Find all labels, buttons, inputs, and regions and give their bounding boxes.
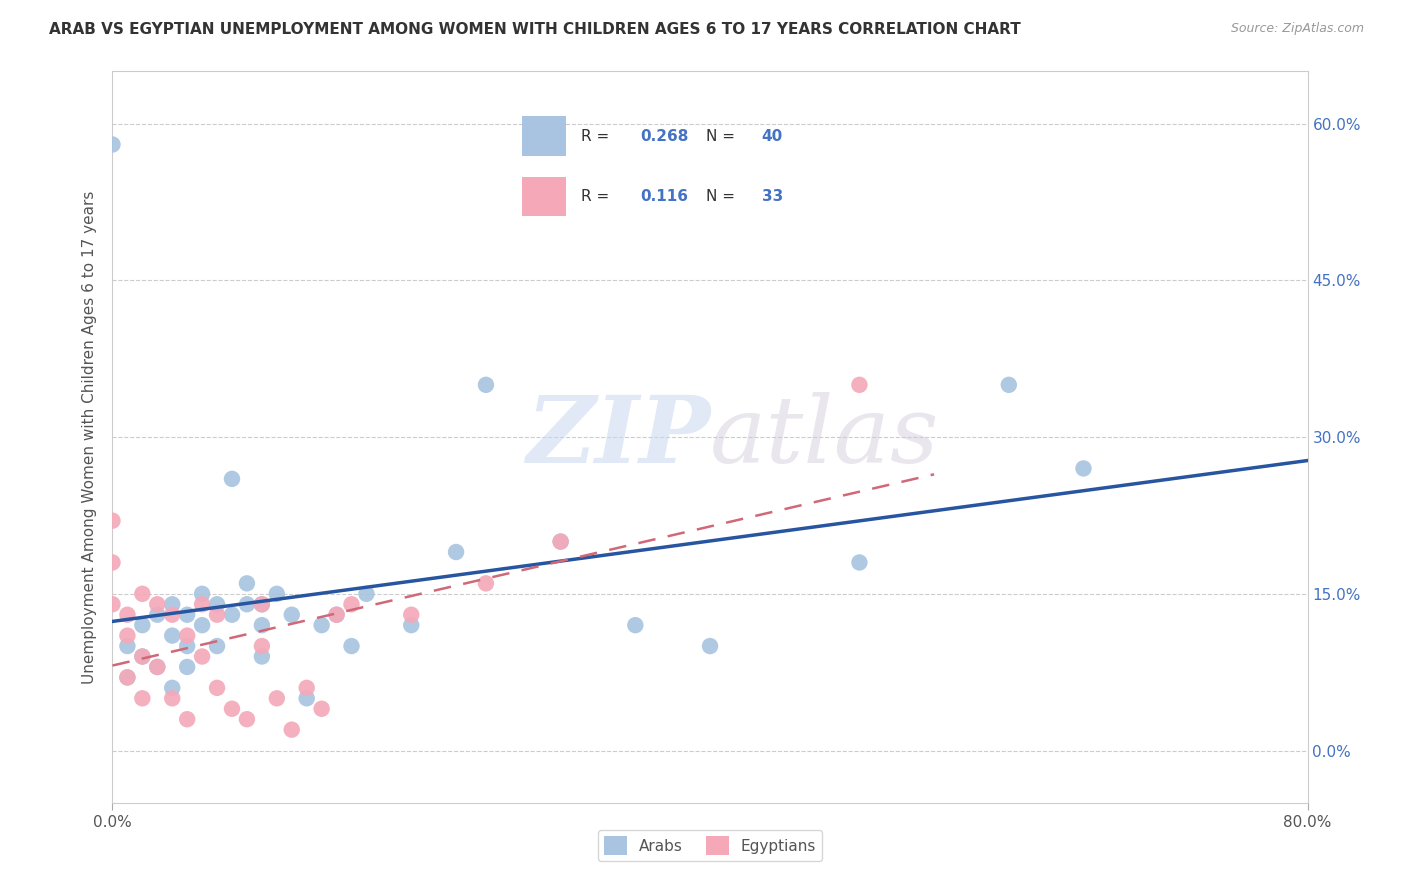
Point <box>281 607 304 622</box>
Point <box>162 681 183 695</box>
Point <box>266 691 288 706</box>
Point <box>295 681 318 695</box>
Point <box>236 712 259 726</box>
Point <box>131 587 153 601</box>
Point <box>340 639 363 653</box>
Point <box>325 607 347 622</box>
Point <box>550 534 572 549</box>
Text: ZIP: ZIP <box>526 392 710 482</box>
Point <box>624 618 647 632</box>
Point <box>550 534 572 549</box>
Point <box>221 472 243 486</box>
Point <box>162 629 183 643</box>
Point <box>162 597 183 611</box>
Text: atlas: atlas <box>710 392 939 482</box>
Point <box>191 587 214 601</box>
Point <box>250 618 273 632</box>
Point <box>176 660 198 674</box>
Point <box>146 660 169 674</box>
Point <box>117 670 139 684</box>
Point <box>176 629 198 643</box>
Point <box>117 607 139 622</box>
Point <box>205 607 228 622</box>
Point <box>998 377 1021 392</box>
Point <box>205 597 228 611</box>
Y-axis label: Unemployment Among Women with Children Ages 6 to 17 years: Unemployment Among Women with Children A… <box>82 190 97 684</box>
Point <box>401 618 423 632</box>
Point <box>250 639 273 653</box>
Point <box>401 607 423 622</box>
Point <box>146 597 169 611</box>
Point <box>101 597 124 611</box>
Point <box>250 649 273 664</box>
Point <box>162 607 183 622</box>
Point <box>699 639 721 653</box>
Point <box>101 514 124 528</box>
Point <box>117 629 139 643</box>
Point <box>325 607 347 622</box>
Point <box>191 649 214 664</box>
Point <box>117 670 139 684</box>
Point <box>101 137 124 152</box>
Point <box>236 576 259 591</box>
Point <box>295 691 318 706</box>
Point <box>281 723 304 737</box>
Point <box>117 639 139 653</box>
Point <box>162 691 183 706</box>
Point <box>131 618 153 632</box>
Point <box>250 597 273 611</box>
Point <box>176 639 198 653</box>
Point <box>146 607 169 622</box>
Point <box>176 607 198 622</box>
Point <box>475 377 498 392</box>
Point <box>131 649 153 664</box>
Legend: Arabs, Egyptians: Arabs, Egyptians <box>598 830 823 861</box>
Point <box>131 691 153 706</box>
Point <box>221 702 243 716</box>
Point <box>205 681 228 695</box>
Point <box>131 649 153 664</box>
Point <box>1073 461 1095 475</box>
Text: Source: ZipAtlas.com: Source: ZipAtlas.com <box>1230 22 1364 36</box>
Point <box>176 712 198 726</box>
Point <box>311 618 333 632</box>
Point <box>250 597 273 611</box>
Point <box>191 618 214 632</box>
Point <box>311 702 333 716</box>
Point <box>101 556 124 570</box>
Point <box>146 660 169 674</box>
Point <box>191 597 214 611</box>
Point <box>236 597 259 611</box>
Point <box>444 545 467 559</box>
Text: ARAB VS EGYPTIAN UNEMPLOYMENT AMONG WOMEN WITH CHILDREN AGES 6 TO 17 YEARS CORRE: ARAB VS EGYPTIAN UNEMPLOYMENT AMONG WOME… <box>49 22 1021 37</box>
Point <box>266 587 288 601</box>
Point <box>848 377 870 392</box>
Point <box>340 597 363 611</box>
Point <box>356 587 378 601</box>
Point <box>221 607 243 622</box>
Point <box>475 576 498 591</box>
Point <box>205 639 228 653</box>
Point <box>848 556 870 570</box>
